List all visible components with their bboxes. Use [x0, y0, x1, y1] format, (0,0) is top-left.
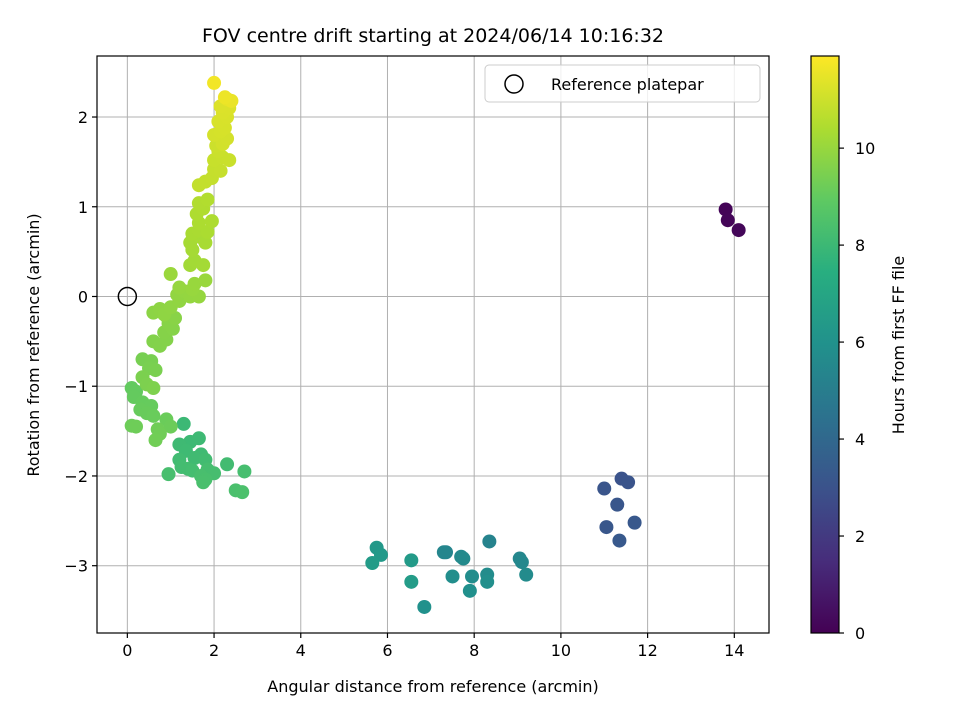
data-point: [514, 555, 529, 570]
data-point: [172, 280, 187, 295]
colorbar-tick-label: 4: [855, 430, 865, 449]
y-tick-label: 2: [78, 108, 88, 127]
data-point: [610, 497, 625, 512]
data-point: [161, 467, 176, 482]
colorbar-gradient: [811, 56, 839, 633]
x-tick-label: 8: [469, 641, 479, 660]
data-points: [124, 75, 746, 614]
data-point: [482, 534, 497, 549]
chart-title: FOV centre drift starting at 2024/06/14 …: [202, 25, 664, 47]
data-point: [599, 520, 614, 535]
data-point: [198, 235, 213, 250]
data-point: [718, 202, 733, 217]
legend-label: Reference platepar: [551, 75, 704, 94]
data-point: [597, 481, 612, 496]
x-tick-label: 12: [637, 641, 657, 660]
colorbar-tick-label: 2: [855, 527, 865, 546]
data-point: [148, 433, 163, 448]
colorbar-tick-label: 8: [855, 236, 865, 255]
data-point: [237, 464, 252, 479]
data-point: [163, 267, 178, 282]
data-point: [445, 569, 460, 584]
colorbar-tick-label: 0: [855, 624, 865, 643]
data-point: [146, 408, 161, 423]
x-tick-label: 2: [209, 641, 219, 660]
legend: Reference platepar: [484, 64, 761, 103]
x-tick-label: 6: [382, 641, 392, 660]
data-point: [196, 258, 211, 273]
data-point: [191, 431, 206, 446]
data-point: [365, 556, 380, 571]
colorbar-label: Hours from first FF file: [889, 256, 908, 435]
data-point: [480, 574, 495, 589]
colorbar-frame: [810, 55, 840, 634]
colorbar: 0 2 4 6 8 10 Hours from first FF file: [810, 55, 908, 643]
data-point: [465, 569, 480, 584]
data-point: [436, 545, 451, 560]
legend-marker: [504, 74, 524, 94]
data-point: [621, 475, 636, 490]
data-point: [462, 583, 477, 598]
data-point: [163, 419, 178, 434]
data-point: [176, 416, 191, 431]
data-point: [207, 75, 222, 90]
data-point: [213, 163, 228, 178]
data-point: [217, 90, 232, 105]
y-tick-label: 1: [78, 198, 88, 217]
data-point: [731, 223, 746, 238]
x-tick-label: 10: [551, 641, 571, 660]
y-tick-label: −1: [64, 377, 88, 396]
data-point: [200, 192, 215, 207]
data-point: [235, 485, 250, 500]
grid: [97, 56, 769, 633]
data-point: [222, 153, 237, 168]
data-point: [627, 515, 642, 530]
data-point: [148, 363, 163, 378]
data-point: [417, 599, 432, 614]
colorbar-tick-label: 10: [855, 139, 875, 158]
y-tick-label: −2: [64, 467, 88, 486]
x-tick-label: 0: [122, 641, 132, 660]
data-point: [404, 574, 419, 589]
data-point: [198, 273, 213, 288]
data-point: [720, 213, 735, 228]
data-point: [129, 419, 144, 434]
y-tick-label: −3: [64, 557, 88, 576]
x-axis-label: Angular distance from reference (arcmin): [267, 677, 598, 696]
data-point: [196, 475, 211, 490]
data-point: [519, 567, 534, 582]
data-point: [187, 276, 202, 291]
colorbar-ticks: 0 2 4 6 8 10: [839, 139, 875, 643]
data-point: [146, 381, 161, 396]
x-tick-label: 14: [724, 641, 744, 660]
data-point: [200, 224, 215, 239]
plot-frame: [96, 55, 770, 634]
data-point: [456, 551, 471, 566]
data-point: [404, 553, 419, 568]
data-point: [220, 457, 235, 472]
data-point: [612, 533, 627, 548]
reference-marker: [117, 286, 138, 307]
y-axis-ticks: −3 −2 −1 0 1 2: [64, 108, 97, 576]
legend-box: [484, 64, 761, 103]
data-point: [187, 451, 202, 466]
colorbar-tick-label: 6: [855, 333, 865, 352]
x-axis-ticks: 0 2 4 6 8 10 12 14: [122, 633, 744, 660]
y-axis-label: Rotation from reference (arcmin): [24, 213, 43, 476]
y-tick-label: 0: [78, 287, 88, 306]
data-point: [168, 311, 183, 326]
data-point: [204, 214, 219, 229]
x-tick-label: 4: [296, 641, 306, 660]
